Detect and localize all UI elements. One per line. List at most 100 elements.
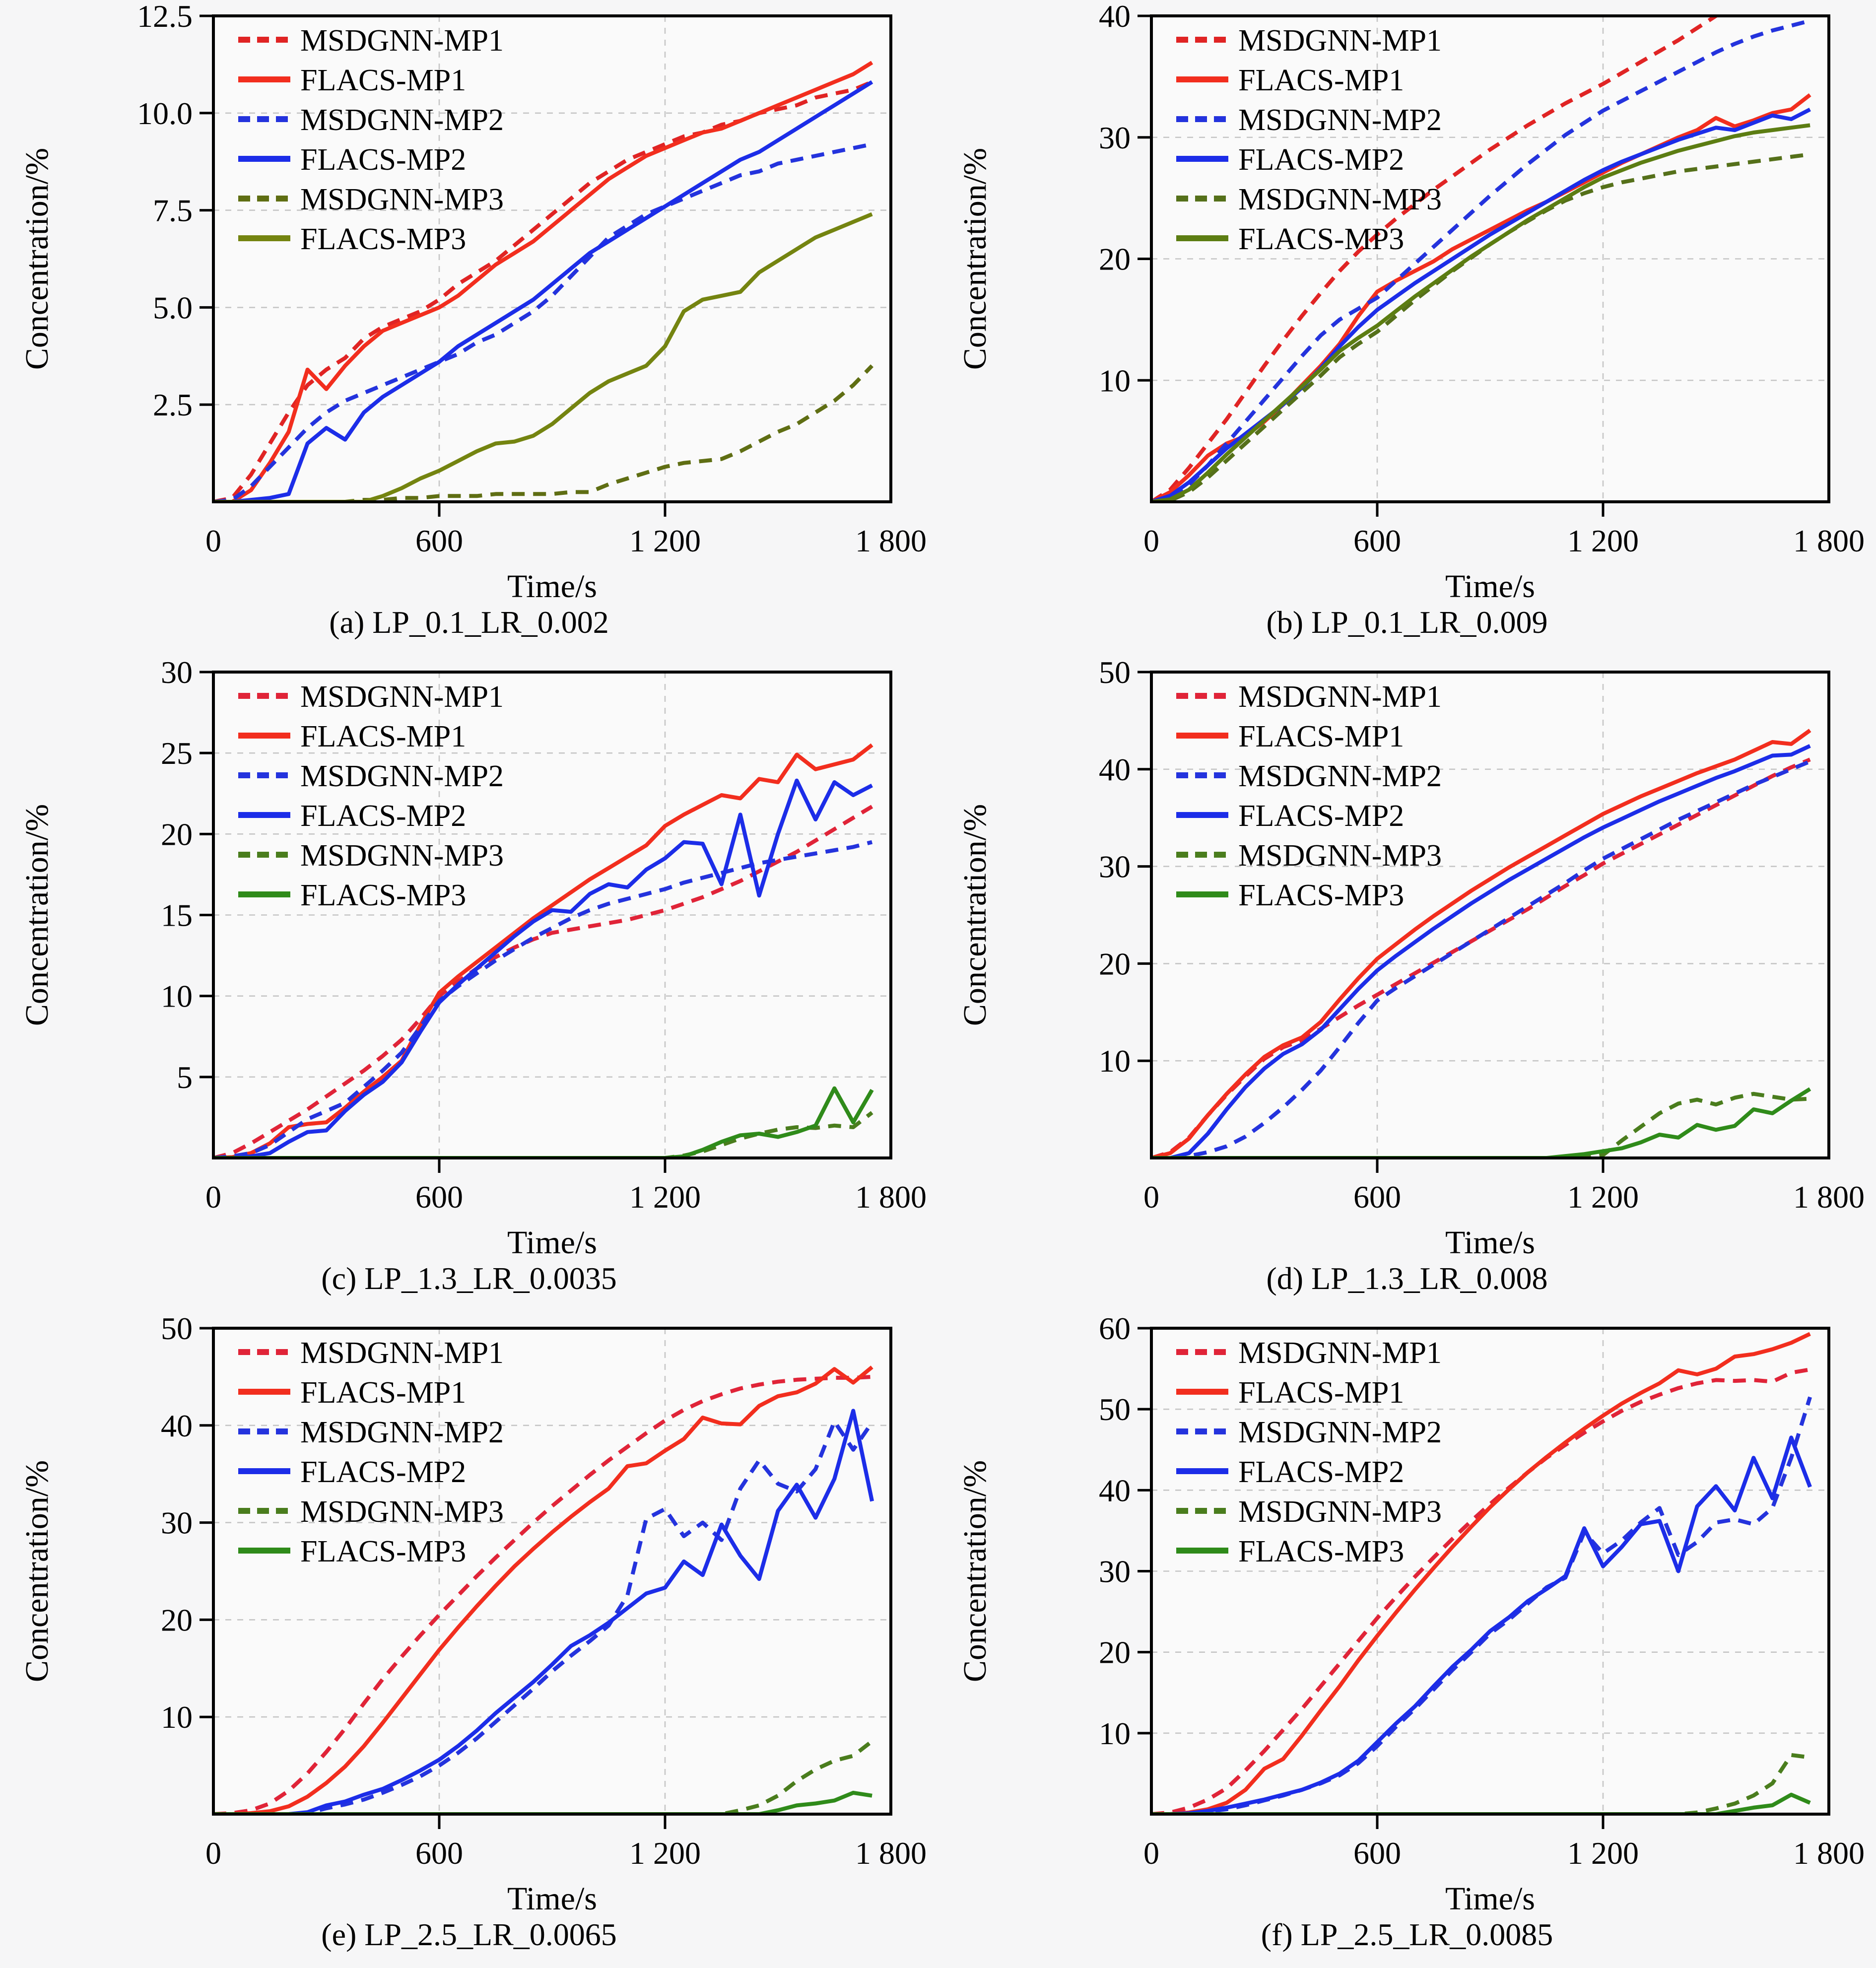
legend-label-MSDGNN-MP3: MSDGNN-MP3 <box>300 839 504 873</box>
plot-border <box>212 14 892 503</box>
legend-label-MSDGNN-MP2: MSDGNN-MP2 <box>1238 759 1442 793</box>
chart-e: 10 20 30 40 50 0 600 1 200 1 800 Time/s Concentrat… <box>0 1311 938 1917</box>
panel-b: 10 20 30 40 0 600 1 200 1 800 Time/s Concentratio… <box>938 0 1876 656</box>
y-axis-label: Concentration/% <box>957 804 993 1026</box>
x-axis-label: Time/s <box>1445 1881 1535 1913</box>
chart-svg-c: 5 10 15 20 25 30 0 600 1 200 1 800 Time/s Concentra… <box>19 655 927 1261</box>
legend-label-FLACS-MP1: FLACS-MP1 <box>300 1376 466 1410</box>
svg-text:12.5: 12.5 <box>137 0 193 34</box>
svg-text:30: 30 <box>1099 849 1131 884</box>
legend-label-FLACS-MP2: FLACS-MP2 <box>1238 799 1404 833</box>
series-group <box>213 743 874 1158</box>
x-tick-labels: 0 600 1 200 1 800 <box>1143 1179 1865 1215</box>
legend-label-FLACS-MP3: FLACS-MP3 <box>300 222 466 256</box>
svg-text:30: 30 <box>161 1505 193 1541</box>
svg-text:1 200: 1 200 <box>1567 1179 1639 1215</box>
svg-text:0: 0 <box>1143 1835 1159 1871</box>
x-tick-labels: 0 600 1 200 1 800 <box>1143 1835 1865 1871</box>
panel-a: 2.5 5.0 7.5 10.0 12.5 0 600 1 200 1 800 Time/s Con… <box>0 0 938 656</box>
series-MSDGNN-MP2 <box>213 1420 874 1814</box>
series-MSDGNN-MP1 <box>213 1374 872 1814</box>
svg-text:15: 15 <box>161 898 193 933</box>
series-FLACS-MP3 <box>213 1086 874 1158</box>
series-MSDGNN-MP1 <box>1151 16 1720 502</box>
legend: MSDGNN-MP1 FLACS-MP1 MSDGNN-MP2 FLACS-MP2 MS… <box>1176 1336 1442 1568</box>
gridlines <box>213 16 891 502</box>
legend-label-FLACS-MP3: FLACS-MP3 <box>300 879 466 912</box>
tick-marks <box>1138 1327 1605 1829</box>
panel-f: 10 20 30 40 50 60 0 600 1 200 1 800 Time/s Concentr… <box>938 1311 1876 1968</box>
series-group <box>1151 729 1811 1158</box>
legend-label-FLACS-MP1: FLACS-MP1 <box>300 64 466 97</box>
svg-text:40: 40 <box>1099 0 1131 34</box>
x-tick-labels: 0 600 1 200 1 800 <box>205 523 927 558</box>
series-FLACS-MP3 <box>1151 123 1810 502</box>
svg-text:1 800: 1 800 <box>855 523 927 558</box>
legend-label-FLACS-MP1: FLACS-MP1 <box>1238 1376 1404 1410</box>
svg-text:40: 40 <box>1099 1473 1131 1508</box>
y-tick-labels: 2.5 5.0 7.5 10.0 12.5 <box>137 0 193 422</box>
series-group <box>1151 1332 1812 1814</box>
series-MSDGNN-MP2 <box>213 142 872 502</box>
svg-text:0: 0 <box>205 1835 221 1871</box>
y-tick-labels: 10 20 30 40 50 <box>161 1311 193 1735</box>
legend-label-FLACS-MP2: FLACS-MP2 <box>1238 1455 1404 1489</box>
svg-text:20: 20 <box>1099 946 1131 981</box>
svg-text:600: 600 <box>1353 1835 1401 1871</box>
series-MSDGNN-MP3 <box>1151 1091 1810 1158</box>
svg-text:20: 20 <box>161 1602 193 1637</box>
caption-d: (d) LP_1.3_LR_0.008 <box>1266 1261 1548 1296</box>
series-MSDGNN-MP3 <box>1151 152 1810 502</box>
x-tick-labels: 0 600 1 200 1 800 <box>205 1835 927 1871</box>
plot-area <box>213 1328 891 1814</box>
chart-a: 2.5 5.0 7.5 10.0 12.5 0 600 1 200 1 800 Time/s Con… <box>0 0 938 605</box>
chart-c: 5 10 15 20 25 30 0 600 1 200 1 800 Time/s Concentra… <box>0 655 938 1261</box>
svg-text:60: 60 <box>1099 1312 1131 1346</box>
chart-b: 10 20 30 40 0 600 1 200 1 800 Time/s Concentratio… <box>938 0 1876 605</box>
gridlines <box>1151 672 1829 1158</box>
caption-f: (f) LP_2.5_LR_0.0085 <box>1261 1917 1553 1952</box>
tick-marks <box>200 14 667 517</box>
svg-text:10: 10 <box>1099 1716 1131 1751</box>
series-MSDGNN-MP2 <box>213 840 873 1158</box>
svg-text:0: 0 <box>205 523 221 558</box>
gridlines <box>1151 16 1829 502</box>
tick-marks <box>200 671 667 1173</box>
svg-text:20: 20 <box>161 816 193 852</box>
x-tick-labels: 0 600 1 200 1 800 <box>1143 523 1865 558</box>
svg-text:10: 10 <box>1099 363 1131 398</box>
panel-d: 10 20 30 40 50 0 600 1 200 1 800 Time/s Concentrat… <box>938 655 1876 1312</box>
y-tick-labels: 10 20 30 40 50 60 <box>1099 1311 1131 1751</box>
svg-text:10.0: 10.0 <box>137 96 193 131</box>
svg-text:1 800: 1 800 <box>855 1179 927 1215</box>
plot-border <box>212 1327 892 1816</box>
gridlines <box>1151 1328 1829 1814</box>
series-group <box>213 61 873 502</box>
svg-text:1 200: 1 200 <box>1567 1835 1639 1871</box>
legend-label-MSDGNN-MP2: MSDGNN-MP2 <box>300 759 504 793</box>
y-axis-label: Concentration/% <box>957 1460 993 1682</box>
legend-label-FLACS-MP1: FLACS-MP1 <box>300 720 466 753</box>
svg-text:5.0: 5.0 <box>153 290 193 325</box>
svg-text:1 200: 1 200 <box>629 1835 701 1871</box>
legend-label-MSDGNN-MP1: MSDGNN-MP1 <box>1238 1336 1442 1370</box>
series-FLACS-MP3 <box>1151 1087 1811 1158</box>
legend-label-FLACS-MP2: FLACS-MP2 <box>300 1455 466 1489</box>
svg-text:1 800: 1 800 <box>855 1835 927 1871</box>
svg-text:30: 30 <box>1099 120 1131 155</box>
x-axis-label: Time/s <box>507 1881 597 1913</box>
y-axis-label: Concentration/% <box>19 1460 55 1682</box>
chart-svg-a: 2.5 5.0 7.5 10.0 12.5 0 600 1 200 1 800 Time/s Con… <box>19 0 927 605</box>
legend-label-MSDGNN-MP1: MSDGNN-MP1 <box>1238 680 1442 714</box>
svg-text:40: 40 <box>161 1408 193 1443</box>
x-axis-label: Time/s <box>507 1224 597 1257</box>
series-FLACS-MP2 <box>213 1409 874 1814</box>
legend: MSDGNN-MP1 FLACS-MP1 MSDGNN-MP2 FLACS-MP2 MS… <box>1176 680 1442 912</box>
svg-text:25: 25 <box>161 736 193 771</box>
svg-text:1 800: 1 800 <box>1793 1179 1865 1215</box>
series-FLACS-MP2 <box>1151 1435 1812 1814</box>
series-FLACS-MP1 <box>213 1365 873 1814</box>
legend-label-MSDGNN-MP3: MSDGNN-MP3 <box>1238 1495 1442 1529</box>
svg-text:0: 0 <box>1143 1179 1159 1215</box>
